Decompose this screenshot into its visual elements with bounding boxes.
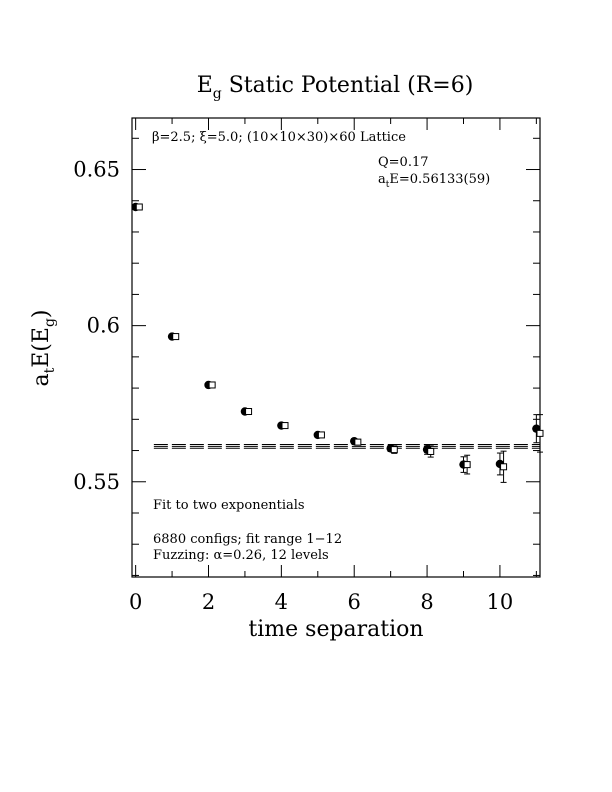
x-tick-label: 10 bbox=[487, 590, 514, 614]
x-axis-label: time separation bbox=[248, 617, 423, 642]
annotation-q: Q=0.17 bbox=[378, 155, 429, 170]
x-tick-label: 2 bbox=[202, 590, 215, 614]
ylabel-a: a bbox=[29, 373, 54, 386]
annotation-fit: Fit to two exponentials bbox=[153, 498, 305, 513]
y-axis-label: atE(Eg) bbox=[29, 309, 58, 386]
x-tick-label: 6 bbox=[348, 590, 361, 614]
data-point-square bbox=[317, 431, 325, 439]
chart-title: Eg Static Potential (R=6) bbox=[197, 73, 474, 102]
data-point-square bbox=[172, 333, 180, 341]
x-tick-label: 4 bbox=[275, 590, 288, 614]
data-point-square bbox=[208, 381, 216, 389]
ate-t: t bbox=[386, 180, 390, 190]
ylabel-g: g bbox=[42, 318, 58, 327]
x-tick-label: 8 bbox=[420, 590, 433, 614]
title-rest: Static Potential (R=6) bbox=[222, 73, 474, 98]
data-point-square bbox=[281, 422, 289, 430]
data-point-square bbox=[536, 429, 544, 437]
ate-rest: E=0.56133(59) bbox=[389, 172, 490, 187]
plot-frame bbox=[131, 117, 541, 578]
x-tick-label: 0 bbox=[129, 590, 142, 614]
fit-band bbox=[153, 444, 540, 449]
annotation-fuzz: Fuzzing: α=0.26, 12 levels bbox=[153, 548, 329, 563]
data-point-square bbox=[245, 408, 253, 416]
ate-a: a bbox=[378, 172, 386, 187]
data-point-square bbox=[390, 446, 398, 454]
annotation-configs: 6880 configs; fit range 1−12 bbox=[153, 532, 342, 547]
axis-ticks bbox=[132, 118, 540, 577]
y-tick-label: 0.55 bbox=[73, 470, 120, 494]
ylabel-mid: E(E bbox=[29, 327, 54, 368]
data-point-square bbox=[500, 463, 508, 471]
title-main: E bbox=[197, 73, 213, 98]
annotation-ate: atE=0.56133(59) bbox=[378, 172, 490, 190]
y-tick-label: 0.65 bbox=[73, 158, 120, 182]
data-points bbox=[131, 202, 544, 483]
tick-labels: 0 2 4 6 8 10 0.55 0.6 0.65 bbox=[73, 158, 513, 614]
ylabel-t: t bbox=[42, 367, 58, 373]
data-point-square bbox=[427, 447, 435, 455]
data-point-square bbox=[354, 438, 362, 446]
data-point-square bbox=[463, 461, 471, 469]
data-point-square bbox=[135, 203, 143, 211]
ylabel-close: ) bbox=[29, 309, 54, 318]
title-subscript: g bbox=[213, 86, 222, 102]
annotation-lattice: β=2.5; ξ=5.0; (10×10×30)×60 Lattice bbox=[152, 130, 406, 145]
y-tick-label: 0.6 bbox=[87, 314, 120, 338]
